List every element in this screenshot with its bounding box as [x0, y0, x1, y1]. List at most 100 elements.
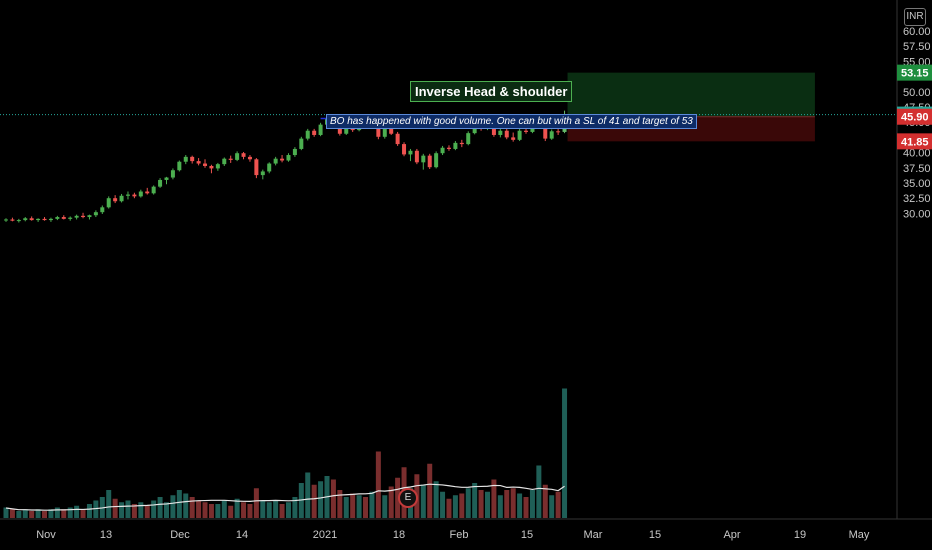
volume-bar — [485, 491, 490, 518]
candle-body — [408, 150, 413, 155]
candle-body — [61, 217, 66, 219]
candle-body — [119, 195, 124, 202]
candle-body — [549, 131, 554, 139]
volume-bar — [86, 504, 92, 518]
volume-bar — [170, 495, 176, 518]
risk-reward-zones — [567, 72, 815, 142]
volume-bar — [253, 488, 259, 518]
volume-bar — [504, 490, 510, 518]
candle-body — [36, 218, 41, 221]
y-tick-label: 50.00 — [903, 87, 931, 99]
trade-note-annotation[interactable]: BO has happened with good volume. One ca… — [326, 114, 697, 129]
candle-body — [337, 127, 342, 134]
volume-bar — [446, 498, 452, 518]
candle-body — [459, 142, 464, 145]
volume-bar — [420, 484, 426, 518]
candle-body — [100, 207, 105, 213]
volume-bar — [529, 490, 535, 518]
x-tick-label: Apr — [723, 529, 740, 541]
candle-body — [241, 153, 246, 157]
volume-bar — [363, 497, 369, 518]
volume-bar — [452, 495, 458, 518]
volume-bar — [433, 481, 439, 518]
volume-bar — [112, 498, 118, 518]
candle-body — [427, 155, 432, 168]
volume-bar — [241, 502, 247, 518]
volume-bar — [330, 479, 336, 518]
candle-body — [87, 215, 92, 218]
price-label: 45.90 — [901, 112, 929, 124]
candle-body — [543, 121, 548, 139]
candle-body — [23, 218, 28, 221]
x-axis[interactable]: Nov 13 Dec 14 2021 18 Feb 15 Mar 15 Apr 19 May — [36, 529, 870, 541]
candle-body — [524, 130, 529, 132]
y-tick-label: 35.00 — [903, 178, 931, 190]
candle-body — [55, 217, 60, 219]
volume-bar — [375, 451, 381, 518]
candle-body — [209, 165, 214, 169]
earnings-marker[interactable]: E — [398, 488, 418, 508]
candle-body — [16, 220, 21, 222]
volume-moving-average — [5, 483, 565, 511]
volume-bar — [125, 500, 131, 518]
volume-bar — [285, 502, 291, 518]
candle-body — [170, 170, 175, 178]
candle-body — [254, 159, 259, 176]
pattern-title-annotation[interactable]: Inverse Head & shoulder — [410, 81, 573, 102]
volume-bar — [208, 504, 214, 518]
y-tick-label: 57.50 — [903, 41, 931, 53]
price-label-box — [897, 64, 932, 81]
candle-body — [215, 164, 220, 169]
candle-body — [145, 191, 150, 194]
candle-body — [74, 215, 79, 218]
candle-body — [267, 163, 272, 172]
x-tick-label: Nov — [36, 529, 56, 541]
volume-bar — [228, 505, 234, 518]
candle-body — [292, 148, 297, 156]
candle-body — [132, 194, 137, 197]
volume-bar — [260, 500, 266, 518]
candle-body — [196, 161, 201, 164]
y-tick-label: 30.00 — [903, 208, 931, 220]
y-tick-label: 40.00 — [903, 148, 931, 160]
volume-bars — [3, 388, 568, 518]
x-tick-label: Mar — [584, 529, 603, 541]
volume-bar — [144, 505, 150, 518]
volume-bar — [266, 502, 272, 518]
volume-bar — [542, 484, 548, 518]
candle-body — [151, 186, 156, 194]
candle-body — [453, 142, 458, 149]
currency-label[interactable]: INR — [904, 8, 926, 26]
volume-bar — [292, 497, 298, 518]
candle-body — [466, 133, 471, 145]
volume-bar — [356, 495, 362, 518]
volume-bar — [247, 504, 253, 518]
candle-body — [158, 179, 163, 187]
volume-bar — [151, 500, 157, 518]
price-label-box — [897, 133, 932, 150]
volume-bar — [472, 483, 478, 518]
candle-body — [312, 130, 317, 135]
volume-bar — [343, 497, 349, 518]
volume-bar — [67, 507, 73, 518]
candle-body — [440, 147, 445, 154]
x-tick-label: 15 — [521, 529, 533, 541]
candle-body — [106, 198, 111, 208]
volume-bar — [279, 504, 285, 518]
volume-bar — [131, 504, 137, 518]
candle-body — [299, 138, 304, 149]
volume-bar — [106, 490, 112, 518]
volume-bar — [382, 495, 388, 518]
x-tick-label: May — [849, 529, 870, 541]
volume-bar — [350, 493, 356, 518]
volume-bar — [234, 498, 240, 518]
candle-body — [260, 171, 265, 176]
candle-body — [4, 219, 8, 221]
volume-bar — [555, 491, 561, 518]
y-tick-label: 60.00 — [903, 26, 931, 38]
candle-body — [125, 194, 130, 196]
volume-bar — [427, 463, 433, 518]
volume-bar — [16, 511, 22, 518]
candle-body — [286, 155, 291, 161]
